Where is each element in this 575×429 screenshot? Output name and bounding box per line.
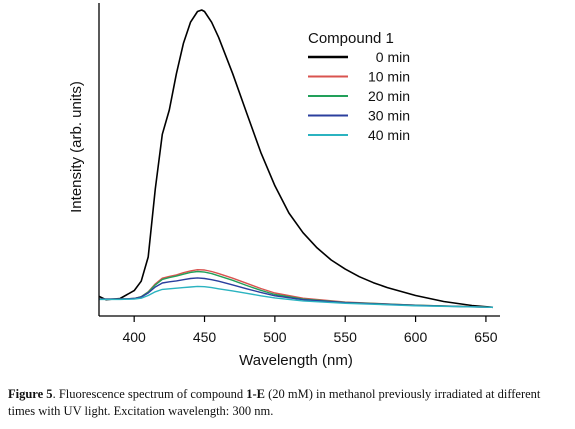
x-tick-label-500: 500 [263, 329, 287, 345]
legend-title: Compound 1 [308, 30, 394, 47]
caption-label: Figure 5 [8, 387, 53, 401]
x-axis-title: Wavelength (nm) [239, 352, 353, 369]
legend-label-20-min: 20 min [368, 88, 410, 104]
series-line-30-min [99, 277, 494, 308]
legend: Compound 1 0 min 10 min 20 min 30 min 40 min [308, 30, 410, 143]
legend-label-0-min: 0 min [376, 49, 410, 65]
series-line-0-min [98, 9, 494, 309]
x-tick-label-600: 600 [404, 329, 428, 345]
caption-compound: 1-E [246, 387, 266, 401]
figure-caption: Figure 5. Fluorescence spectrum of compo… [8, 386, 570, 420]
series-layer [98, 9, 494, 309]
caption-text-before: . Fluorescence spectrum of compound [52, 387, 247, 401]
legend-label-40-min: 40 min [368, 127, 410, 143]
fluorescence-chart: 400 450 500 550 600 650 Wavelength (nm) Inten… [68, 3, 500, 369]
x-tick-label-650: 650 [474, 329, 498, 345]
x-ticks: 400 450 500 550 600 650 [122, 316, 498, 345]
series-line-40-min [99, 285, 494, 308]
legend-label-10-min: 10 min [368, 69, 410, 85]
x-tick-label-450: 450 [193, 329, 217, 345]
legend-label-30-min: 30 min [368, 108, 410, 124]
x-tick-label-400: 400 [122, 329, 146, 345]
series-line-10-min [99, 269, 494, 308]
caption-text-after: (20 mM) in methanol previously irradiate… [8, 387, 541, 418]
series-line-20-min [99, 270, 494, 308]
x-tick-label-550: 550 [334, 329, 358, 345]
y-axis-title: Intensity (arb. units) [68, 81, 85, 213]
axes-layer [98, 3, 500, 317]
